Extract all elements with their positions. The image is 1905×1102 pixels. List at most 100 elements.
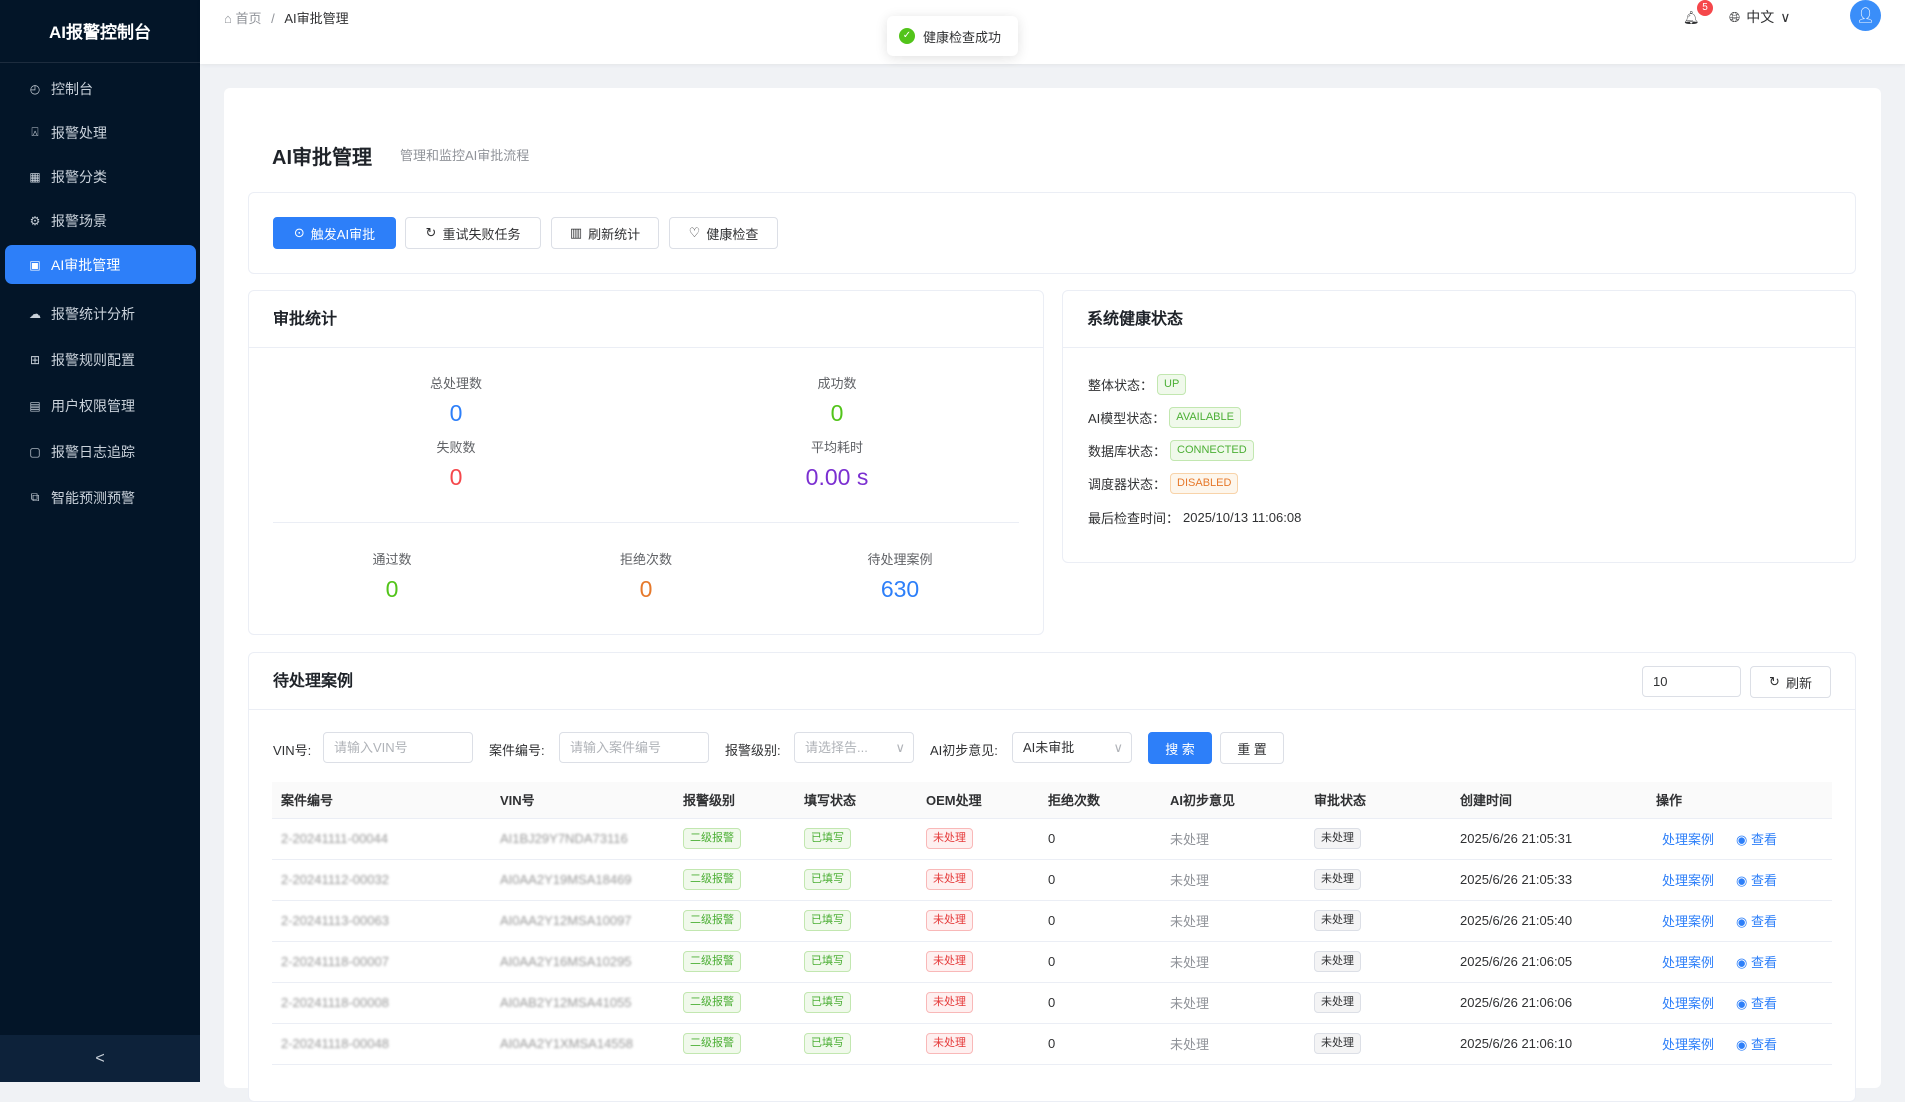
status-badge: AVAILABLE	[1169, 407, 1241, 428]
column-header: 报警级别	[674, 782, 795, 819]
vin: AI1BJ29Y7NDA73116	[491, 818, 674, 860]
label: 整体状态：	[1088, 378, 1154, 393]
case-label: 案件编号:	[489, 743, 545, 758]
level-cell: 二级报警	[674, 818, 795, 860]
level-tag: 二级报警	[683, 910, 741, 931]
view-link[interactable]: ◉ 查看	[1736, 996, 1777, 1011]
sidebar-item-label: AI审批管理	[51, 256, 121, 273]
stats-title: 审批统计	[249, 291, 1043, 348]
globe-icon: 🌐︎	[1729, 8, 1741, 25]
oem-cell: 未处理	[917, 941, 1039, 983]
view-label: 查看	[1750, 873, 1777, 888]
ai-opinion-select[interactable]: AI未审批 ∨	[1012, 732, 1132, 763]
process-case-link[interactable]: 处理案例	[1662, 955, 1715, 970]
health-check-button[interactable]: ♡ 健康检查	[669, 217, 778, 249]
level-tag: 二级报警	[683, 869, 741, 890]
actions-cell: 处理案例 ◉ 查看	[1647, 818, 1832, 860]
view-label: 查看	[1750, 1037, 1777, 1052]
fill-cell: 已填写	[795, 818, 917, 860]
stat-reject: 拒绝次数 0	[546, 549, 746, 603]
status-tag: 未处理	[1314, 910, 1361, 931]
sidebar-item-label: 报警规则配置	[51, 351, 135, 368]
oem-cell: 未处理	[917, 818, 1039, 860]
view-link[interactable]: ◉ 查看	[1736, 873, 1777, 888]
view-link[interactable]: ◉ 查看	[1736, 832, 1777, 847]
level-cell: 二级报警	[674, 982, 795, 1024]
view-link[interactable]: ◉ 查看	[1736, 955, 1777, 970]
sidebar-item-label: 报警场景	[51, 212, 107, 229]
fill-cell: 已填写	[795, 941, 917, 983]
chevron-down-icon: ∨	[1113, 740, 1123, 755]
retry-failed-button[interactable]: ↻ 重试失败任务	[405, 217, 541, 249]
reject-count: 0	[1039, 900, 1161, 942]
status-badge: CONNECTED	[1170, 440, 1254, 461]
view-link[interactable]: ◉ 查看	[1736, 914, 1777, 929]
view-link[interactable]: ◉ 查看	[1736, 1037, 1777, 1052]
search-button[interactable]: 搜 索	[1148, 732, 1212, 764]
view-label: 查看	[1750, 832, 1777, 847]
health-last-check: 最后检查时间： 2025/10/13 11:06:08	[1088, 508, 1301, 527]
level-select[interactable]: 请选择告... ∨	[794, 732, 914, 763]
level-tag: 二级报警	[683, 951, 741, 972]
sidebar-item-1[interactable]: ⍓ 报警处理	[5, 113, 196, 152]
reject-count: 0	[1039, 818, 1161, 860]
fill-cell: 已填写	[795, 1023, 917, 1065]
status-cell: 未处理	[1305, 818, 1451, 860]
sidebar-item-9[interactable]: ⧉ 智能预测预警	[5, 478, 196, 517]
user-avatar[interactable]: 👤︎	[1850, 0, 1881, 31]
trigger-ai-approval-button[interactable]: ⊙ 触发AI审批	[273, 217, 396, 249]
sidebar-item-0[interactable]: ◴ 控制台	[5, 69, 196, 108]
stat-pending: 待处理案例 630	[800, 549, 1000, 603]
refresh-stats-button[interactable]: ▥ 刷新统计	[551, 217, 659, 249]
case-number: 2-20241118-00048	[272, 1023, 491, 1065]
oem-tag: 未处理	[926, 869, 973, 890]
vin-input[interactable]: 请输入VIN号	[323, 732, 473, 763]
refresh-pending-button[interactable]: ↻ 刷新	[1750, 666, 1831, 698]
upload-cloud-icon: ☁︎	[29, 306, 41, 321]
sidebar-item-7[interactable]: ▤ 用户权限管理	[5, 386, 196, 425]
process-case-link[interactable]: 处理案例	[1662, 914, 1715, 929]
stats-card: 审批统计	[248, 290, 1044, 635]
health-title: 系统健康状态	[1063, 291, 1855, 348]
stat-label: 成功数	[817, 376, 857, 391]
label: 最后检查时间：	[1088, 511, 1180, 526]
limit-input[interactable]: 10	[1642, 666, 1741, 697]
process-case-link[interactable]: 处理案例	[1662, 996, 1715, 1011]
level-cell: 二级报警	[674, 859, 795, 901]
stat-value: 0.00 s	[805, 464, 869, 490]
sidebar-item-2[interactable]: ▦ 报警分类	[5, 157, 196, 196]
process-case-link[interactable]: 处理案例	[1662, 832, 1715, 847]
stat-value: 0	[449, 400, 463, 426]
refresh-icon: ↻	[1769, 674, 1780, 689]
reset-button[interactable]: 重 置	[1220, 732, 1284, 764]
oem-cell: 未处理	[917, 900, 1039, 942]
notification-badge: 5	[1697, 0, 1713, 16]
collapse-sidebar-button[interactable]: <	[0, 1035, 200, 1082]
sidebar: AI报警控制台 ◴ 控制台 ⍓ 报警处理 ▦ 报警分类 ⚙︎ 报警场景 ▣ AI审批管理 ☁︎ 报警统…	[0, 0, 200, 1082]
bell-icon[interactable]: 🔔︎	[1683, 10, 1700, 25]
actions-cell: 处理案例 ◉ 查看	[1647, 859, 1832, 901]
process-case-link[interactable]: 处理案例	[1662, 1037, 1715, 1052]
breadcrumb-current: AI审批管理	[284, 11, 349, 26]
sidebar-item-label: 报警统计分析	[51, 305, 135, 322]
breadcrumb: ⌂ 首页 / AI审批管理	[224, 8, 349, 27]
sidebar-item-4[interactable]: ▣ AI审批管理	[5, 245, 196, 284]
vin: AI0AB2Y12MSA41055	[491, 982, 674, 1024]
sidebar-item-6[interactable]: ⊞ 报警规则配置	[5, 340, 196, 379]
language-selector[interactable]: 🌐︎ 中文 ∨	[1729, 7, 1790, 27]
table-row: 2-20241112-00032 AI0AA2Y19MSA18469 二级报警 …	[272, 859, 1832, 901]
process-case-link[interactable]: 处理案例	[1662, 873, 1715, 888]
view-label: 查看	[1750, 914, 1777, 929]
sidebar-item-5[interactable]: ☁︎ 报警统计分析	[5, 294, 196, 333]
eye-icon: ◉	[1736, 1037, 1751, 1052]
select-value: AI未审批	[1023, 740, 1075, 755]
breadcrumb-home[interactable]: 首页	[235, 11, 262, 26]
status-tag: 未处理	[1314, 992, 1361, 1013]
label: AI模型状态：	[1088, 411, 1166, 426]
breadcrumb-separator: /	[271, 11, 275, 26]
case-number: 2-20241118-00008	[272, 982, 491, 1024]
check-circle-icon: ✓	[899, 28, 915, 44]
sidebar-item-8[interactable]: ▢ 报警日志追踪	[5, 432, 196, 471]
sidebar-item-3[interactable]: ⚙︎ 报警场景	[5, 201, 196, 240]
case-input[interactable]: 请输入案件编号	[559, 732, 709, 763]
